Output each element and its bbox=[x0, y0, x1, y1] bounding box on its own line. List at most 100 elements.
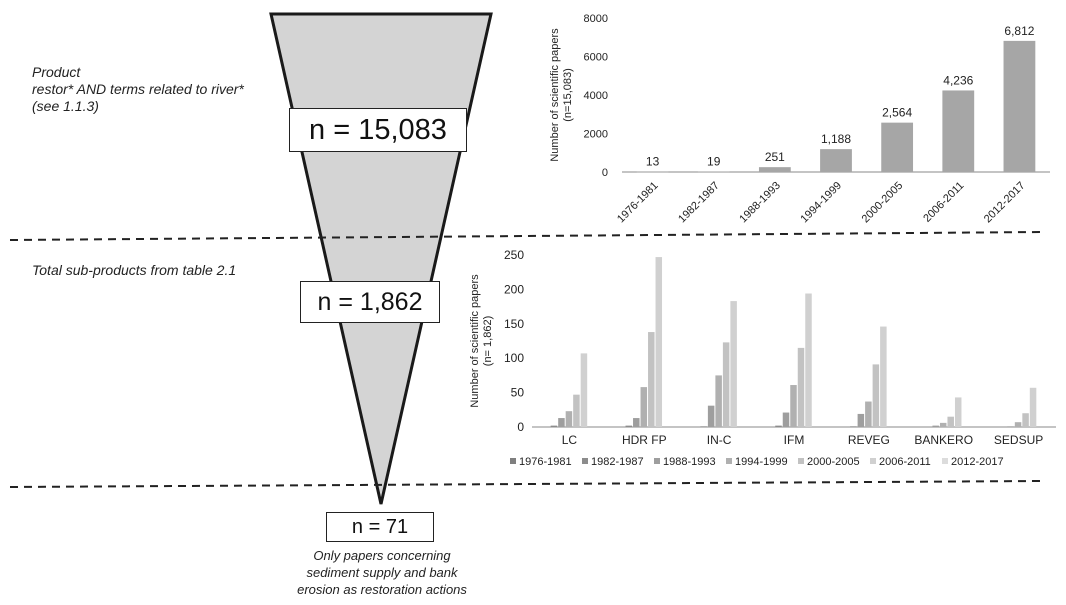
bar bbox=[722, 342, 730, 427]
bar-data-label: 1,188 bbox=[821, 132, 851, 146]
legend-label: 1976-1981 bbox=[519, 456, 572, 468]
stage1-note-line: (see 1.1.3) bbox=[32, 98, 99, 114]
y-tick-label: 50 bbox=[511, 386, 525, 400]
bar bbox=[820, 149, 852, 172]
bar bbox=[942, 90, 975, 172]
x-tick-label: IFM bbox=[784, 433, 805, 447]
bar bbox=[700, 426, 707, 427]
x-tick-label: 2006-2011 bbox=[921, 180, 966, 225]
legend-label: 1988-1993 bbox=[663, 456, 716, 468]
bar bbox=[730, 301, 737, 427]
y-tick-label: 150 bbox=[504, 317, 524, 331]
bar bbox=[954, 397, 962, 427]
bar bbox=[880, 326, 887, 427]
y-tick-label: 0 bbox=[602, 167, 608, 179]
legend-swatch bbox=[582, 458, 588, 464]
legend-swatch bbox=[942, 458, 948, 464]
y-tick-label: 100 bbox=[504, 351, 524, 365]
legend-swatch bbox=[726, 458, 732, 464]
bar bbox=[1003, 40, 1036, 172]
x-tick-label: 1988-1993 bbox=[737, 180, 783, 226]
legend-label: 2000-2005 bbox=[807, 456, 860, 468]
bar bbox=[1007, 426, 1014, 427]
bar bbox=[1022, 413, 1029, 427]
bar bbox=[1014, 422, 1022, 427]
x-tick-label: REVEG bbox=[848, 433, 890, 447]
stage3-note: Only papers concerning sediment supply a… bbox=[262, 547, 502, 598]
bar bbox=[857, 413, 865, 427]
bar bbox=[633, 418, 640, 427]
stage2-note: Total sub-products from table 2.1 bbox=[32, 262, 237, 278]
y-tick-label: 250 bbox=[504, 248, 524, 262]
subproduct-papers-chart: 0 50 100 150 200 250 Number of scientific pape… bbox=[469, 248, 1056, 468]
bar bbox=[797, 347, 805, 427]
bar bbox=[782, 412, 790, 427]
bar bbox=[580, 353, 588, 427]
y-tick-label: 4000 bbox=[584, 90, 608, 102]
legend-swatch bbox=[870, 458, 876, 464]
y-tick-label: 8000 bbox=[584, 13, 608, 25]
bar bbox=[872, 364, 880, 427]
bar-data-label: 19 bbox=[707, 155, 721, 169]
separator-line-top bbox=[9, 231, 1043, 241]
bar bbox=[939, 422, 947, 427]
legend-label: 2012-2017 bbox=[951, 456, 1004, 468]
stage3-note-line: sediment supply and bank bbox=[306, 565, 458, 580]
bar bbox=[932, 425, 939, 427]
x-tick-label: 1994-1999 bbox=[798, 180, 844, 226]
stage2-count-box: n = 1,862 bbox=[300, 281, 440, 323]
stage3-note-line: Only papers concerning bbox=[313, 548, 451, 563]
y-tick-label: 2000 bbox=[584, 129, 608, 141]
y-tick-label: 6000 bbox=[584, 52, 608, 64]
separator-line-bottom bbox=[9, 480, 1043, 488]
legend-label: 1982-1987 bbox=[591, 456, 644, 468]
x-tick-label: 2000-2005 bbox=[860, 180, 906, 226]
bar bbox=[947, 416, 954, 427]
bar bbox=[805, 293, 812, 427]
bar bbox=[1029, 387, 1037, 427]
stage1-note-line: restor* AND terms related to river* bbox=[32, 81, 244, 97]
x-tick-label: 1976-1981 bbox=[615, 180, 661, 226]
bar bbox=[707, 405, 715, 427]
y-axis-label: (n= 1,862) bbox=[482, 316, 494, 366]
bar bbox=[865, 401, 872, 427]
x-tick-label: SEDSUP bbox=[994, 433, 1043, 447]
bar-data-label: 6,812 bbox=[1004, 24, 1034, 38]
bar bbox=[850, 426, 857, 427]
bar bbox=[881, 122, 914, 172]
x-tick-label: LC bbox=[562, 433, 578, 447]
y-tick-label: 200 bbox=[504, 282, 524, 296]
bar bbox=[565, 411, 573, 427]
bar bbox=[636, 171, 669, 173]
legend-swatch bbox=[798, 458, 804, 464]
bar bbox=[775, 425, 782, 427]
x-tick-label: 1982-1987 bbox=[676, 180, 722, 226]
bar bbox=[625, 425, 633, 427]
legend-label: 1994-1999 bbox=[735, 456, 788, 468]
y-axis-label: (n=15,083) bbox=[562, 68, 574, 122]
legend-label: 2006-2011 bbox=[879, 456, 931, 468]
bar bbox=[655, 257, 663, 427]
bar-data-label: 251 bbox=[765, 150, 785, 164]
legend-swatch bbox=[510, 458, 516, 464]
bar bbox=[648, 332, 655, 427]
y-tick-label: 0 bbox=[517, 420, 524, 434]
bar-data-label: 4,236 bbox=[943, 73, 973, 87]
x-tick-label: HDR FP bbox=[622, 433, 667, 447]
bar bbox=[790, 385, 797, 427]
stage1-count-box: n = 15,083 bbox=[289, 108, 467, 152]
stage1-note: Product restor* AND terms related to riv… bbox=[32, 64, 312, 115]
total-papers-chart: 0 2000 4000 6000 8000 Number of scientific pa… bbox=[549, 13, 1050, 226]
bar-data-label: 2,564 bbox=[882, 106, 912, 120]
bar bbox=[758, 167, 791, 172]
x-tick-label: 2012-2017 bbox=[982, 180, 1028, 226]
x-tick-label: IN-C bbox=[707, 433, 732, 447]
y-axis-label: Number of scientific papers bbox=[469, 274, 481, 408]
legend-swatch bbox=[654, 458, 660, 464]
bar-data-label: 13 bbox=[646, 155, 660, 169]
bar bbox=[640, 387, 648, 427]
bar bbox=[550, 425, 558, 427]
bar bbox=[715, 375, 722, 427]
stage3-count-box: n = 71 bbox=[326, 512, 434, 542]
stage1-note-line: Product bbox=[32, 64, 81, 80]
